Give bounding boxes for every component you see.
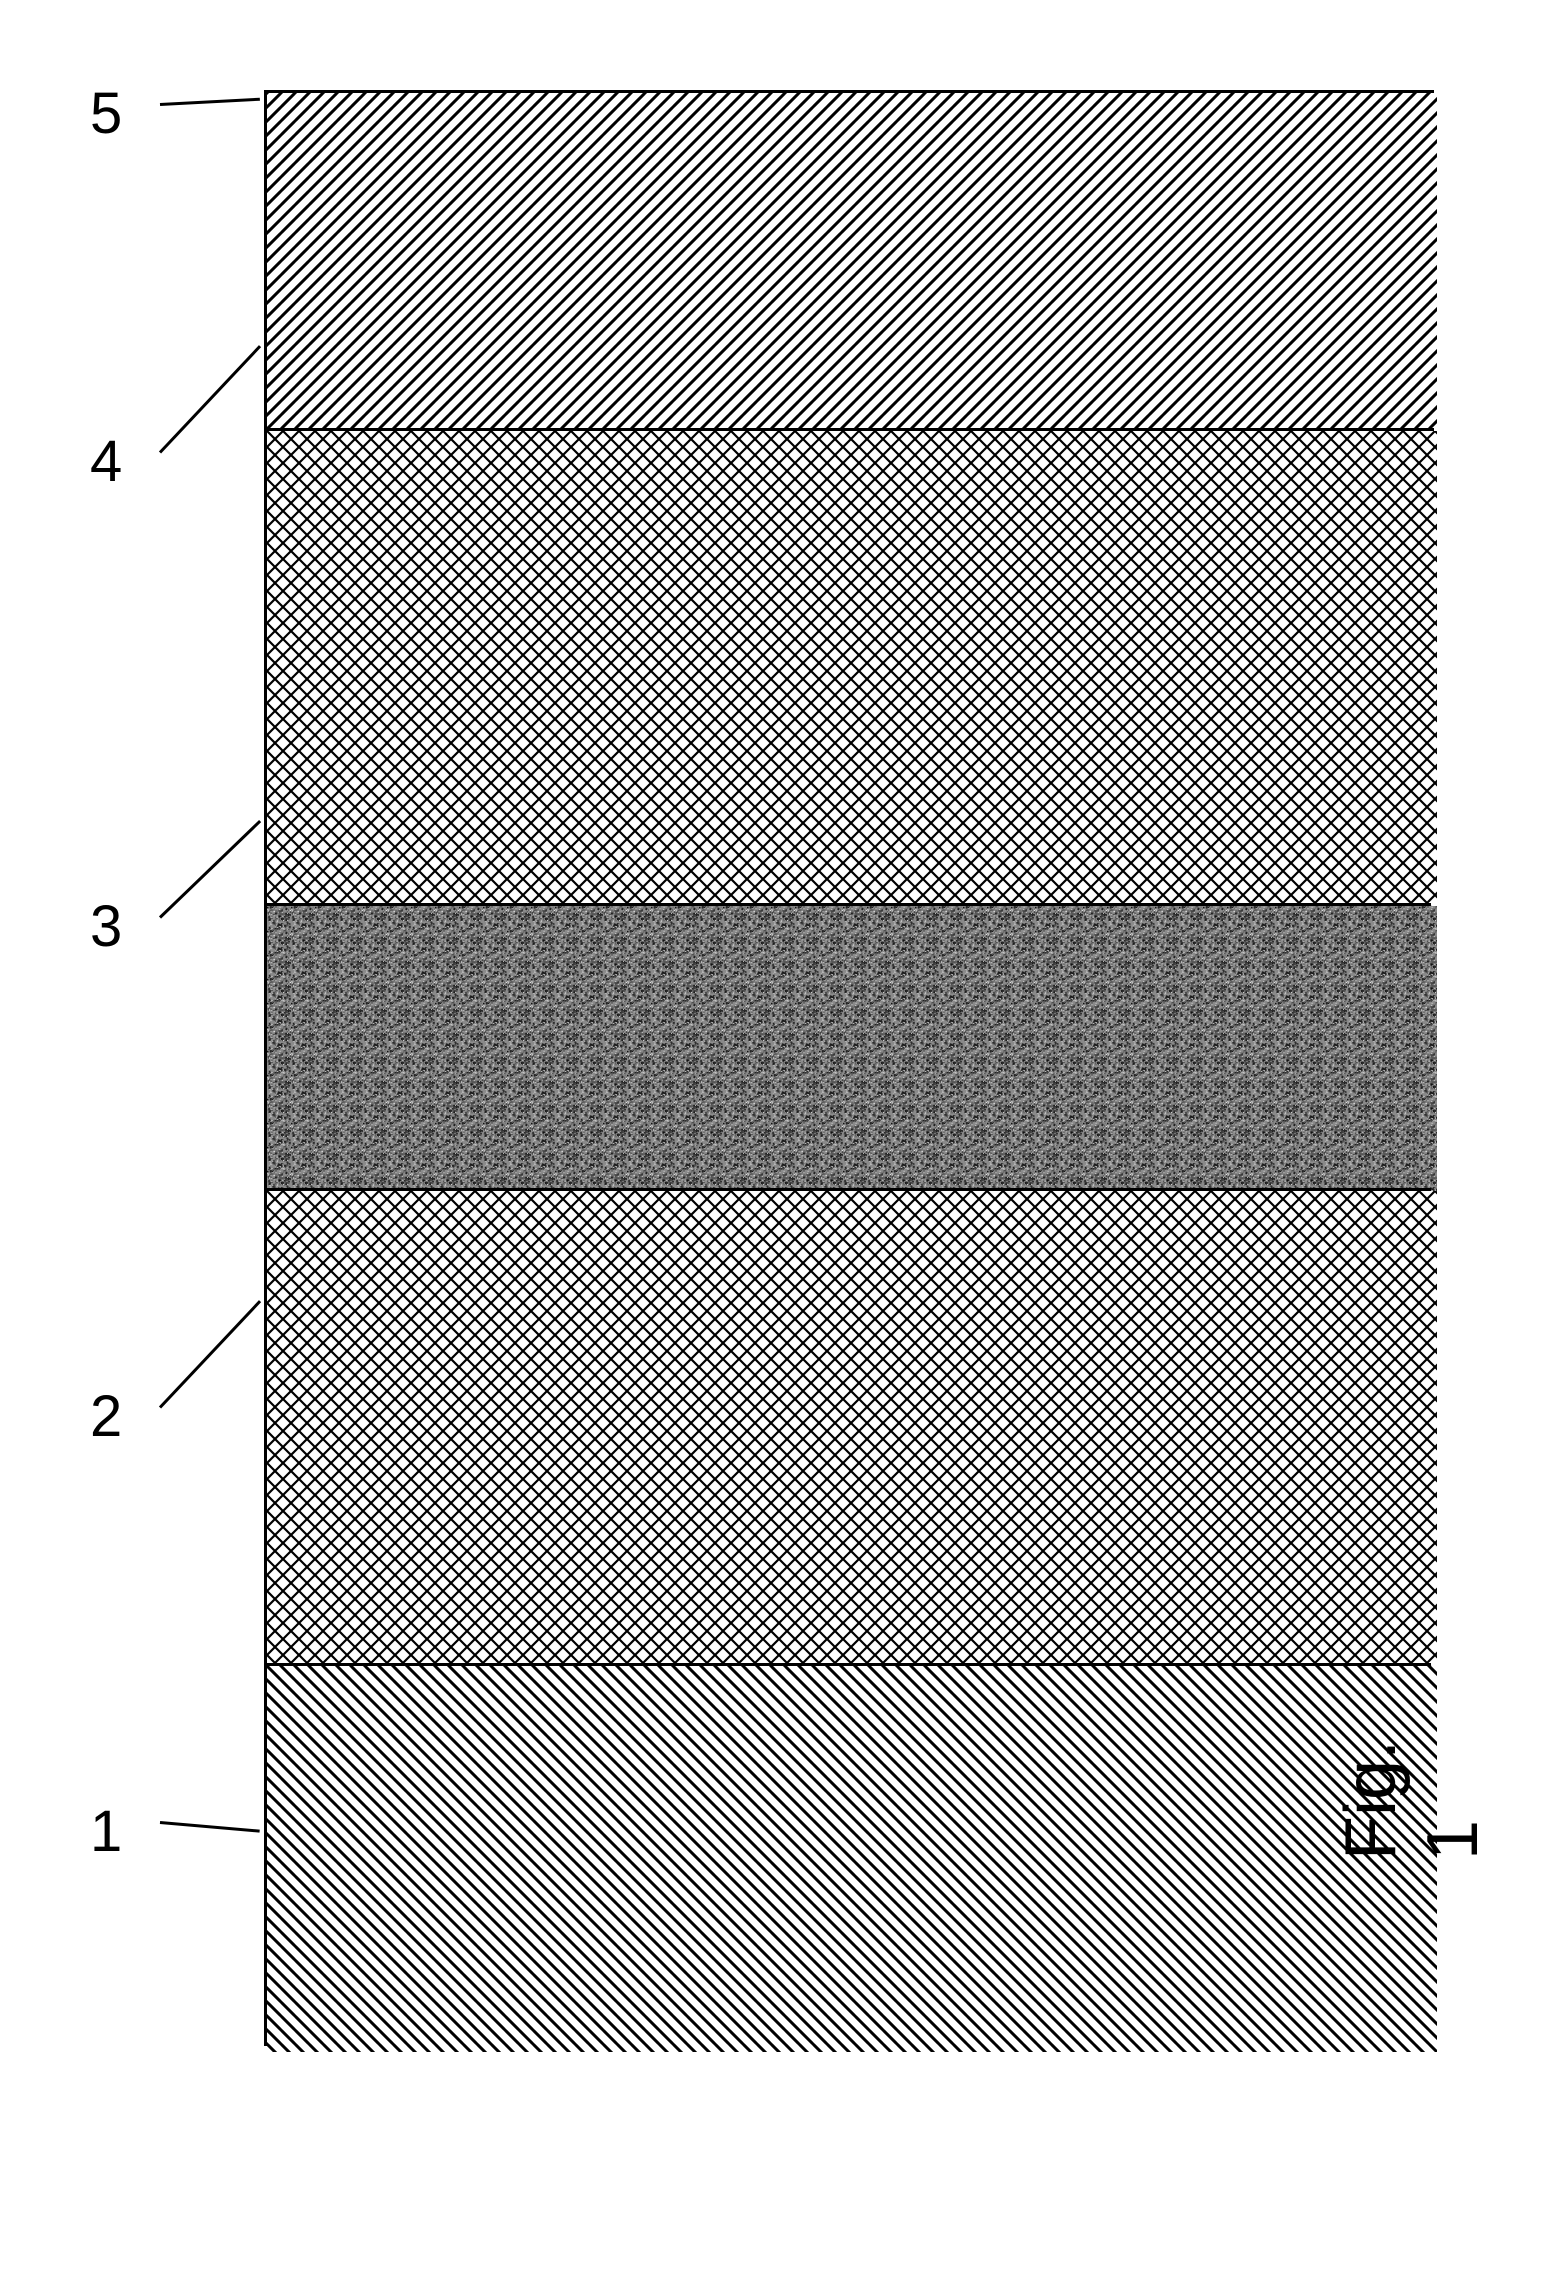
leader-line-2 <box>159 1300 261 1408</box>
leader-line-3 <box>159 820 261 918</box>
layer-stack <box>264 90 1434 2046</box>
layer-label-1: 1 <box>90 1798 122 1865</box>
layer-label-3: 3 <box>90 893 122 960</box>
layer-label-5: 5 <box>90 80 122 147</box>
layer-5 <box>267 93 1431 428</box>
figure-caption: Fig. 1 <box>1330 1740 1494 1860</box>
layer-1 <box>267 1663 1431 2049</box>
layer-label-4: 4 <box>90 428 122 495</box>
layer-3 <box>267 903 1431 1188</box>
leader-line-1 <box>160 1821 260 1833</box>
layer-label-2: 2 <box>90 1383 122 1450</box>
layer-4 <box>267 428 1431 903</box>
leader-line-5 <box>160 98 260 106</box>
leader-line-4 <box>159 345 261 453</box>
layer-2 <box>267 1188 1431 1663</box>
